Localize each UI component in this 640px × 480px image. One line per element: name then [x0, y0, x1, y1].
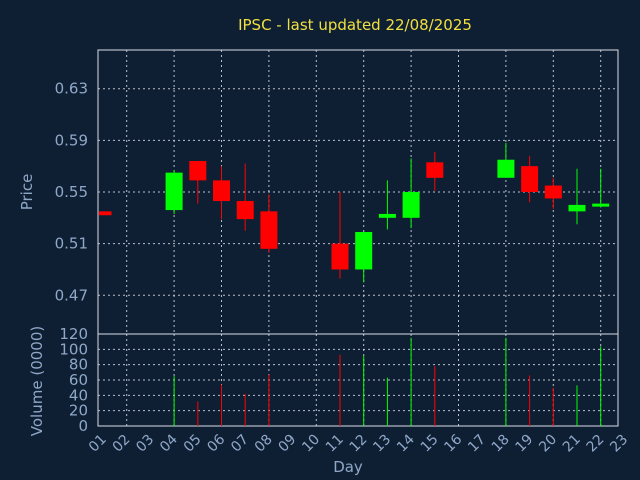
chart-title: IPSC - last updated 22/08/2025: [238, 16, 472, 34]
x-tick-label: 22: [584, 432, 608, 456]
candle-body: [521, 166, 539, 192]
x-tick-label: 09: [276, 432, 300, 456]
volume-bars: [173, 337, 602, 426]
candle-body: [402, 192, 420, 218]
x-tick-label: 19: [513, 432, 537, 456]
volume-tick-label: 20: [69, 402, 88, 420]
volume-tick-label: 0: [78, 417, 88, 435]
candle-body: [189, 161, 207, 181]
price-y-ticks: 0.47 0.51 0.55 0.59 0.63: [55, 80, 88, 305]
volume-tick-label: 80: [69, 356, 88, 374]
price-tick-label: 0.47: [55, 286, 88, 304]
x-tick-label: 18: [489, 432, 513, 456]
x-tick-label: 17: [465, 432, 489, 456]
x-tick-label: 15: [418, 432, 442, 456]
x-tick-label: 01: [86, 432, 110, 456]
x-tick-label: 07: [228, 432, 252, 456]
x-tick-label: 13: [370, 432, 394, 456]
x-tick-label: 08: [252, 432, 276, 456]
price-tick-label: 0.63: [55, 80, 88, 98]
candle-body: [378, 213, 396, 218]
price-tick-label: 0.59: [55, 131, 88, 149]
candle-body: [236, 201, 254, 220]
x-tick-label: 02: [110, 432, 134, 456]
volume-tick-label: 120: [59, 325, 88, 343]
x-tick-label: 12: [347, 432, 371, 456]
x-axis-label: Day: [333, 458, 363, 476]
x-tick-label: 23: [607, 432, 631, 456]
x-tick-label: 04: [157, 431, 181, 455]
x-tick-label: 05: [181, 432, 205, 456]
price-axis-label: Price: [18, 174, 36, 211]
volume-tick-label: 40: [69, 386, 88, 404]
candle-body: [165, 172, 183, 211]
candle-body: [426, 162, 444, 178]
x-ticks: 01 02 03 04 05 06 07 08 09 10 11 12 13 14 15 16 17 18 19 20…: [86, 431, 631, 455]
candle-body: [331, 243, 349, 270]
volume-tick-label: 100: [59, 340, 88, 358]
x-tick-label: 14: [394, 431, 418, 455]
x-tick-label: 03: [133, 432, 157, 456]
price-tick-label: 0.55: [55, 183, 88, 201]
volume-axis-label: Volume (0000): [28, 326, 46, 436]
x-tick-label: 10: [299, 432, 323, 456]
candle-body: [497, 159, 515, 178]
x-tick-label: 20: [536, 432, 560, 456]
candle-body: [355, 232, 373, 270]
volume-tick-label: 60: [69, 371, 88, 389]
candle-body: [213, 180, 230, 202]
x-tick-label: 16: [441, 431, 465, 455]
candle-body: [568, 204, 586, 212]
candle-body: [260, 211, 278, 249]
x-tick-label: 06: [204, 431, 228, 455]
candles: [99, 142, 610, 283]
candle-body: [592, 203, 610, 207]
price-tick-label: 0.51: [55, 235, 88, 253]
candle-body: [99, 211, 112, 216]
x-tick-label: 11: [323, 432, 347, 456]
x-tick-label: 21: [560, 432, 584, 456]
candle-body: [544, 185, 562, 199]
